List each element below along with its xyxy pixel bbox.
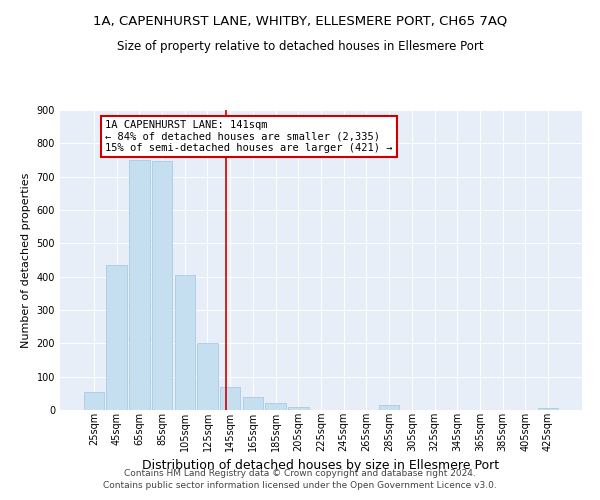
Bar: [288, 406, 308, 410]
Bar: [197, 344, 218, 410]
Bar: [175, 275, 195, 410]
Bar: [379, 405, 400, 410]
Bar: [84, 392, 104, 410]
Text: Contains HM Land Registry data © Crown copyright and database right 2024.
Contai: Contains HM Land Registry data © Crown c…: [103, 468, 497, 490]
Text: 1A CAPENHURST LANE: 141sqm
← 84% of detached houses are smaller (2,335)
15% of s: 1A CAPENHURST LANE: 141sqm ← 84% of deta…: [105, 120, 393, 153]
Bar: [265, 404, 286, 410]
Bar: [220, 386, 241, 410]
Bar: [106, 265, 127, 410]
Text: Size of property relative to detached houses in Ellesmere Port: Size of property relative to detached ho…: [116, 40, 484, 53]
Bar: [538, 408, 558, 410]
X-axis label: Distribution of detached houses by size in Ellesmere Port: Distribution of detached houses by size …: [142, 459, 500, 472]
Bar: [129, 160, 149, 410]
Bar: [242, 396, 263, 410]
Text: 1A, CAPENHURST LANE, WHITBY, ELLESMERE PORT, CH65 7AQ: 1A, CAPENHURST LANE, WHITBY, ELLESMERE P…: [93, 15, 507, 28]
Bar: [152, 160, 172, 410]
Y-axis label: Number of detached properties: Number of detached properties: [21, 172, 31, 348]
